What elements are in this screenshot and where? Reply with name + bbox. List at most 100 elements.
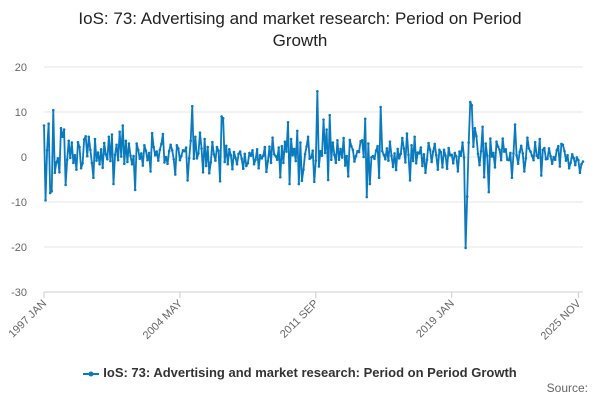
data-point[interactable] [130, 162, 134, 166]
data-point[interactable] [390, 154, 393, 157]
data-point[interactable] [163, 161, 166, 164]
data-point[interactable] [453, 151, 457, 155]
data-point[interactable] [192, 157, 196, 161]
data-point[interactable] [93, 137, 97, 141]
data-point[interactable] [183, 149, 186, 153]
data-point[interactable] [472, 145, 475, 148]
data-point[interactable] [44, 198, 47, 202]
data-point[interactable] [238, 150, 242, 153]
data-point[interactable] [255, 148, 259, 151]
data-point[interactable] [299, 141, 302, 144]
data-point[interactable] [178, 158, 182, 162]
data-point[interactable] [180, 154, 183, 157]
data-point[interactable] [351, 148, 355, 152]
data-point[interactable] [479, 149, 483, 153]
data-point[interactable] [292, 147, 296, 151]
data-point[interactable] [427, 141, 430, 145]
data-point[interactable] [70, 141, 74, 144]
data-point[interactable] [461, 141, 464, 144]
data-point[interactable] [319, 149, 322, 153]
data-point[interactable] [73, 153, 77, 157]
data-point[interactable] [195, 157, 199, 160]
data-point[interactable] [129, 154, 132, 157]
data-point[interactable] [470, 103, 474, 107]
data-point[interactable] [316, 90, 319, 93]
data-point[interactable] [260, 157, 264, 160]
data-point[interactable] [303, 153, 307, 156]
data-point[interactable] [379, 105, 382, 109]
data-point[interactable] [152, 145, 155, 149]
data-point[interactable] [401, 136, 404, 140]
data-point[interactable] [325, 128, 328, 131]
data-point[interactable] [153, 153, 157, 157]
data-point[interactable] [367, 142, 370, 145]
data-point[interactable] [498, 148, 501, 152]
data-point[interactable] [380, 149, 384, 153]
data-point[interactable] [257, 166, 260, 170]
data-point[interactable] [388, 140, 392, 143]
data-point[interactable] [215, 145, 219, 149]
data-point[interactable] [75, 168, 78, 171]
data-point[interactable] [135, 142, 138, 145]
data-point[interactable] [82, 138, 86, 141]
data-point[interactable] [302, 168, 305, 171]
data-point[interactable] [322, 118, 325, 121]
data-point[interactable] [419, 146, 423, 149]
data-point[interactable] [201, 171, 205, 174]
data-point[interactable] [72, 161, 75, 165]
data-point[interactable] [489, 137, 492, 140]
data-point[interactable] [246, 162, 250, 165]
data-point[interactable] [186, 179, 189, 182]
data-point[interactable] [456, 170, 460, 173]
data-point[interactable] [417, 152, 421, 155]
data-point[interactable] [421, 164, 424, 168]
data-point[interactable] [127, 142, 131, 145]
data-point[interactable] [212, 153, 216, 156]
data-point[interactable] [538, 137, 542, 141]
data-point[interactable] [441, 166, 444, 169]
data-point[interactable] [493, 166, 497, 169]
data-point[interactable] [294, 159, 298, 163]
data-point[interactable] [232, 150, 236, 154]
data-point[interactable] [226, 162, 230, 166]
data-point[interactable] [266, 159, 270, 163]
data-point[interactable] [546, 157, 549, 161]
data-point[interactable] [98, 162, 101, 166]
data-point[interactable] [156, 159, 160, 162]
data-point[interactable] [377, 176, 381, 179]
data-point[interactable] [331, 141, 335, 144]
data-point[interactable] [475, 135, 478, 138]
data-point[interactable] [482, 175, 486, 179]
data-point[interactable] [161, 132, 165, 136]
data-point[interactable] [450, 153, 454, 157]
data-point[interactable] [339, 147, 342, 151]
data-point[interactable] [221, 117, 225, 120]
data-point[interactable] [414, 162, 418, 165]
data-point[interactable] [146, 158, 149, 162]
data-point[interactable] [346, 175, 350, 178]
data-point[interactable] [485, 154, 489, 157]
data-point[interactable] [231, 167, 234, 171]
data-point[interactable] [323, 151, 327, 155]
data-point[interactable] [96, 151, 100, 154]
data-point[interactable] [204, 164, 208, 168]
data-point[interactable] [175, 144, 179, 147]
data-point[interactable] [353, 160, 356, 163]
data-point[interactable] [312, 180, 316, 184]
data-point[interactable] [189, 139, 193, 143]
data-point[interactable] [218, 180, 222, 183]
data-point[interactable] [447, 146, 450, 150]
data-point[interactable] [575, 156, 579, 159]
data-point[interactable] [169, 143, 172, 147]
data-point[interactable] [194, 135, 197, 139]
data-point[interactable] [529, 150, 532, 153]
data-point[interactable] [573, 163, 577, 167]
data-point[interactable] [224, 144, 228, 148]
data-point[interactable] [279, 175, 282, 179]
data-point[interactable] [371, 154, 375, 158]
data-point[interactable] [561, 143, 565, 147]
data-point[interactable] [385, 147, 389, 150]
data-point[interactable] [518, 150, 521, 154]
data-point[interactable] [422, 153, 426, 156]
data-point[interactable] [434, 153, 438, 157]
